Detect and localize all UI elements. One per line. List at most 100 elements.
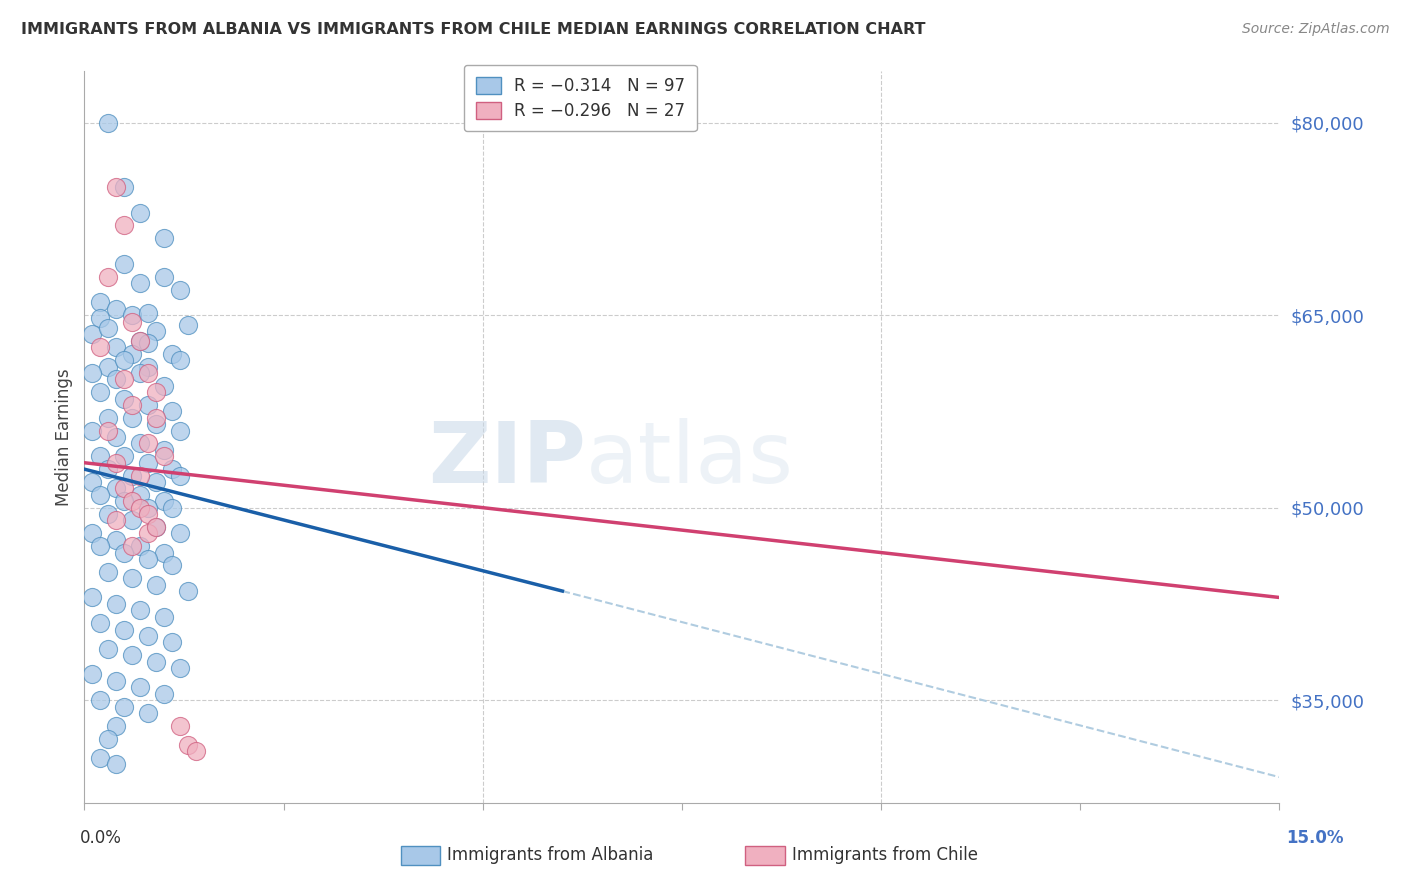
- Text: atlas: atlas: [586, 417, 794, 500]
- Point: [136, 507, 159, 521]
- Text: 15.0%: 15.0%: [1286, 829, 1343, 847]
- Point: [160, 635, 183, 649]
- Point: [89, 295, 111, 310]
- Point: [121, 571, 143, 585]
- Point: [184, 744, 207, 758]
- Point: [153, 231, 176, 245]
- Point: [136, 398, 159, 412]
- Point: [105, 597, 128, 611]
- Point: [89, 310, 111, 325]
- Point: [153, 378, 176, 392]
- Text: 0.0%: 0.0%: [80, 829, 122, 847]
- Point: [112, 545, 135, 559]
- Point: [145, 385, 167, 400]
- Point: [153, 687, 176, 701]
- Point: [160, 346, 183, 360]
- Point: [89, 693, 111, 707]
- Point: [145, 655, 167, 669]
- Point: [105, 179, 128, 194]
- Point: [112, 179, 135, 194]
- Point: [153, 269, 176, 284]
- Point: [89, 751, 111, 765]
- Point: [160, 558, 183, 573]
- Point: [136, 706, 159, 720]
- Point: [145, 520, 167, 534]
- Point: [121, 308, 143, 322]
- Point: [153, 450, 176, 464]
- Point: [97, 731, 120, 746]
- Point: [82, 366, 104, 380]
- Point: [136, 436, 159, 450]
- Point: [82, 327, 104, 342]
- Point: [89, 616, 111, 631]
- Point: [89, 450, 111, 464]
- Point: [136, 500, 159, 515]
- Point: [105, 301, 128, 316]
- Text: Immigrants from Albania: Immigrants from Albania: [447, 847, 654, 864]
- Point: [121, 539, 143, 553]
- Point: [129, 436, 152, 450]
- Point: [121, 514, 143, 528]
- Point: [89, 340, 111, 354]
- Text: ZIP: ZIP: [429, 417, 586, 500]
- Point: [112, 494, 135, 508]
- Point: [112, 219, 135, 233]
- Point: [89, 385, 111, 400]
- Point: [82, 424, 104, 438]
- Point: [82, 475, 104, 489]
- Point: [89, 488, 111, 502]
- Point: [112, 450, 135, 464]
- Point: [112, 482, 135, 496]
- Point: [129, 488, 152, 502]
- Point: [129, 603, 152, 617]
- Point: [145, 417, 167, 432]
- Point: [136, 305, 159, 319]
- Point: [105, 673, 128, 688]
- Point: [121, 468, 143, 483]
- Point: [97, 424, 120, 438]
- Point: [136, 456, 159, 470]
- Point: [112, 699, 135, 714]
- Point: [136, 366, 159, 380]
- Point: [89, 539, 111, 553]
- Y-axis label: Median Earnings: Median Earnings: [55, 368, 73, 506]
- Point: [169, 719, 191, 733]
- Point: [112, 372, 135, 386]
- Point: [97, 269, 120, 284]
- Point: [129, 276, 152, 290]
- Point: [121, 346, 143, 360]
- Point: [153, 494, 176, 508]
- Point: [169, 353, 191, 368]
- Point: [97, 507, 120, 521]
- Point: [97, 462, 120, 476]
- Point: [121, 494, 143, 508]
- Point: [97, 641, 120, 656]
- Point: [153, 442, 176, 457]
- Point: [97, 410, 120, 425]
- Point: [105, 482, 128, 496]
- Point: [105, 372, 128, 386]
- Point: [105, 340, 128, 354]
- Text: Immigrants from Chile: Immigrants from Chile: [792, 847, 977, 864]
- Point: [145, 324, 167, 338]
- Point: [145, 577, 167, 591]
- Point: [121, 398, 143, 412]
- Point: [105, 719, 128, 733]
- Point: [145, 410, 167, 425]
- Point: [97, 116, 120, 130]
- Point: [129, 539, 152, 553]
- Point: [145, 475, 167, 489]
- Point: [129, 500, 152, 515]
- Point: [121, 410, 143, 425]
- Text: Source: ZipAtlas.com: Source: ZipAtlas.com: [1241, 22, 1389, 37]
- Point: [169, 283, 191, 297]
- Point: [82, 526, 104, 541]
- Point: [160, 404, 183, 418]
- Point: [177, 584, 200, 599]
- Legend: R = −0.314   N = 97, R = −0.296   N = 27: R = −0.314 N = 97, R = −0.296 N = 27: [464, 65, 696, 131]
- Point: [82, 667, 104, 681]
- Point: [169, 424, 191, 438]
- Point: [169, 468, 191, 483]
- Point: [160, 462, 183, 476]
- Point: [105, 514, 128, 528]
